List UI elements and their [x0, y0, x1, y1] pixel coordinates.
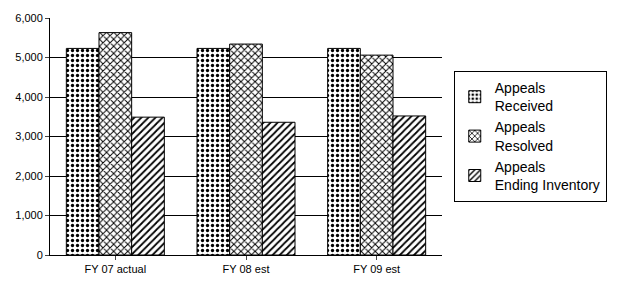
svg-text:5,000: 5,000 — [15, 51, 43, 63]
svg-text:6,000: 6,000 — [15, 12, 43, 24]
svg-text:0: 0 — [37, 249, 43, 261]
svg-text:AppealsResolved: AppealsResolved — [495, 119, 553, 153]
svg-text:4,000: 4,000 — [15, 91, 43, 103]
svg-text:FY 09 est: FY 09 est — [353, 263, 400, 275]
svg-text:AppealsEnding Inventory: AppealsEnding Inventory — [495, 159, 600, 193]
svg-text:FY 08 est: FY 08 est — [223, 263, 270, 275]
svg-text:AppealsReceived: AppealsReceived — [495, 80, 553, 114]
svg-text:3,000: 3,000 — [15, 130, 43, 142]
svg-text:FY 07 actual: FY 07 actual — [85, 263, 147, 275]
svg-text:2,000: 2,000 — [15, 170, 43, 182]
svg-text:1,000: 1,000 — [15, 209, 43, 221]
